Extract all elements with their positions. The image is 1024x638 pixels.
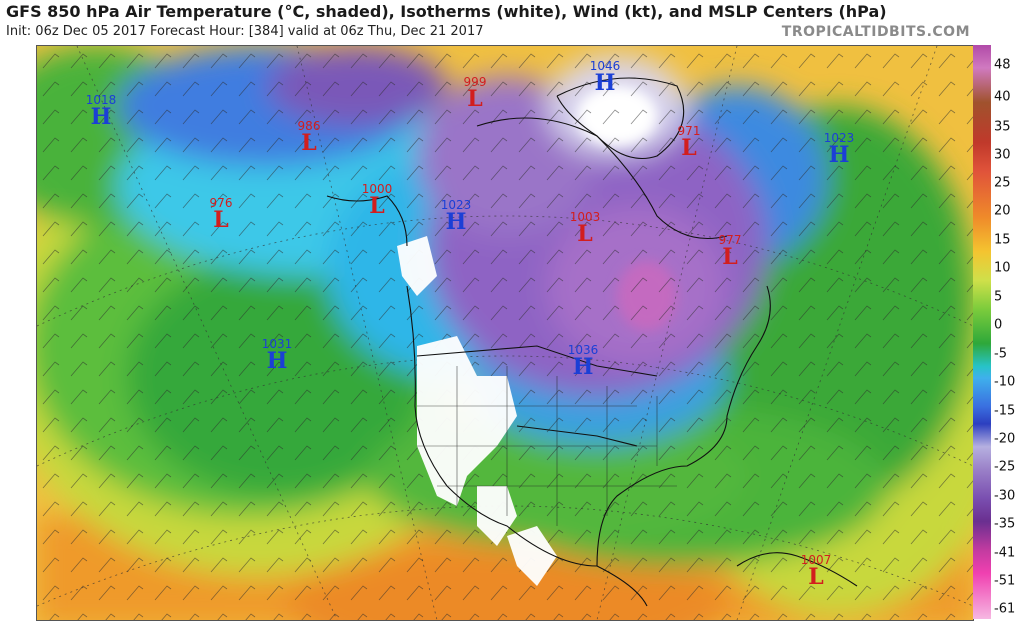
scale-label: -61 [994, 601, 1016, 617]
map-subtitle: Init: 06z Dec 05 2017 Forecast Hour: [38… [6, 24, 484, 39]
pressure-center: 1023 H [440, 198, 472, 235]
scale-label: 25 [994, 175, 1011, 191]
temperature-map: 1018 H 986 L 999 L 1046 H 971 L 1023 H 9… [36, 45, 974, 621]
pressure-center: 1031 H [261, 337, 293, 374]
brand-watermark: TROPICALTIDBITS.COM [781, 24, 970, 40]
scale-label: -15 [994, 403, 1016, 419]
pressure-center: 971 L [677, 124, 701, 161]
header: GFS 850 hPa Air Temperature (°C, shaded)… [0, 0, 1024, 44]
pressure-center: 1007 L [800, 553, 832, 590]
pressure-center: 976 L [209, 196, 233, 233]
color-scale-bar [973, 45, 991, 619]
pressure-center: 1000 L [361, 182, 393, 219]
scale-label: -20 [994, 431, 1016, 447]
scale-label: -51 [994, 573, 1016, 589]
pressure-center: 1046 H [589, 59, 621, 96]
pressure-center: 1036 H [567, 343, 599, 380]
pressure-center: 986 L [297, 119, 321, 156]
pressure-center: 977 L [718, 233, 742, 270]
scale-label: -41 [994, 545, 1016, 561]
scale-label: 5 [994, 289, 1003, 305]
scale-label: 20 [994, 203, 1011, 219]
scale-label: 0 [994, 317, 1003, 333]
pressure-center: 1003 L [569, 210, 601, 247]
pressure-center: 999 L [463, 75, 487, 112]
scale-label: -30 [994, 488, 1016, 504]
scale-label: 48 [994, 57, 1011, 73]
scale-label: 10 [994, 260, 1011, 276]
scale-label: -35 [994, 516, 1016, 532]
scale-label: -10 [994, 374, 1016, 390]
scale-label: 35 [994, 119, 1011, 135]
color-scale-labels: 48 40 35 30 25 20 15 10 5 0 -5 -10 -15 -… [994, 45, 1024, 619]
pressure-center: 1018 H [85, 93, 117, 130]
map-title: GFS 850 hPa Air Temperature (°C, shaded)… [6, 2, 887, 21]
scale-label: 40 [994, 89, 1011, 105]
scale-label: -5 [994, 346, 1007, 362]
pressure-center: 1023 H [823, 131, 855, 168]
scale-label: 30 [994, 147, 1011, 163]
scale-label: 15 [994, 232, 1011, 248]
scale-label: -25 [994, 459, 1016, 475]
map-graphic [37, 46, 973, 620]
